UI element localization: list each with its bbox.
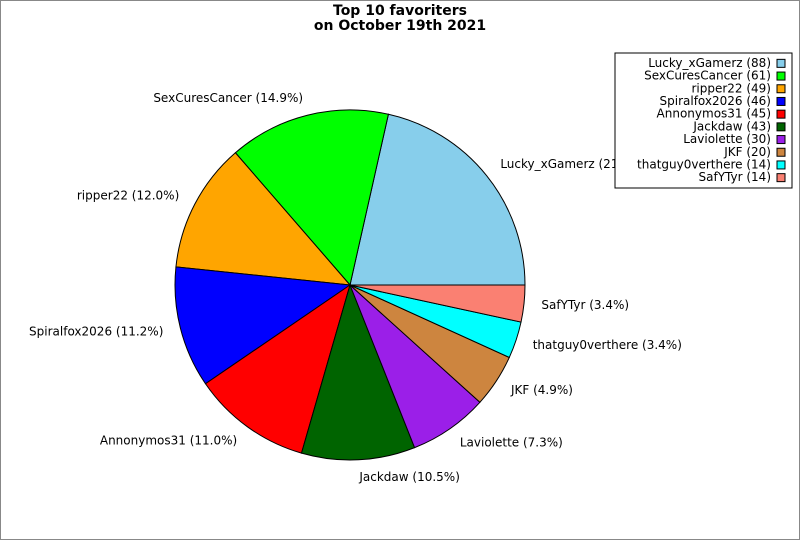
legend-label: Laviolette (30) — [683, 132, 771, 146]
chart-subtitle: on October 19th 2021 — [314, 18, 486, 34]
slice-label: SafYTyr (3.4%) — [541, 298, 629, 312]
legend-swatch — [776, 58, 786, 68]
legend-label: ripper22 (49) — [691, 81, 771, 95]
chart-title: Top 10 favoriters — [333, 3, 467, 19]
slice-label: Annonymos31 (11.0%) — [100, 433, 237, 447]
pie-slice — [174, 266, 352, 385]
slice-label: Laviolette (7.3%) — [460, 436, 563, 450]
slice-label: JKF (4.9%) — [510, 383, 573, 397]
legend-swatch — [776, 147, 786, 157]
legend-box — [614, 52, 793, 189]
legend-label: thatguy0verthere (14) — [637, 157, 771, 171]
slice-label: ripper22 (12.0%) — [77, 189, 179, 203]
legend-swatch — [776, 109, 786, 119]
slice-label: thatguy0verthere (3.4%) — [533, 338, 682, 352]
legend-swatch — [776, 160, 786, 170]
legend-label: Spiralfox2026 (46) — [660, 94, 771, 108]
legend-label: Annonymos31 (45) — [657, 107, 771, 121]
slice-label: Spiralfox2026 (11.2%) — [29, 325, 163, 339]
pie-slice — [349, 284, 526, 323]
legend-swatch — [776, 135, 786, 145]
slice-label: Jackdaw (10.5%) — [358, 470, 460, 484]
pie-slice — [234, 109, 390, 287]
legend-swatch — [776, 173, 786, 183]
slice-label: SexCuresCancer (14.9%) — [153, 91, 303, 105]
legend-label: SexCuresCancer (61) — [644, 69, 771, 83]
legend-swatch — [776, 122, 786, 132]
legend-label: Jackdaw (43) — [692, 119, 771, 133]
legend-swatch — [776, 84, 786, 94]
legend-label: SafYTyr (14) — [699, 170, 771, 184]
legend-label: Lucky_xGamerz (88) — [648, 56, 771, 70]
pie-slice — [175, 152, 352, 286]
pie-slice — [349, 113, 526, 286]
pie-slice — [204, 283, 351, 454]
legend-swatch — [776, 96, 786, 106]
legend-swatch — [776, 71, 786, 81]
pie-slice — [300, 283, 416, 461]
slice-label: Lucky_xGamerz (21.5%) — [500, 157, 646, 171]
legend-label: JKF (20) — [723, 145, 771, 159]
